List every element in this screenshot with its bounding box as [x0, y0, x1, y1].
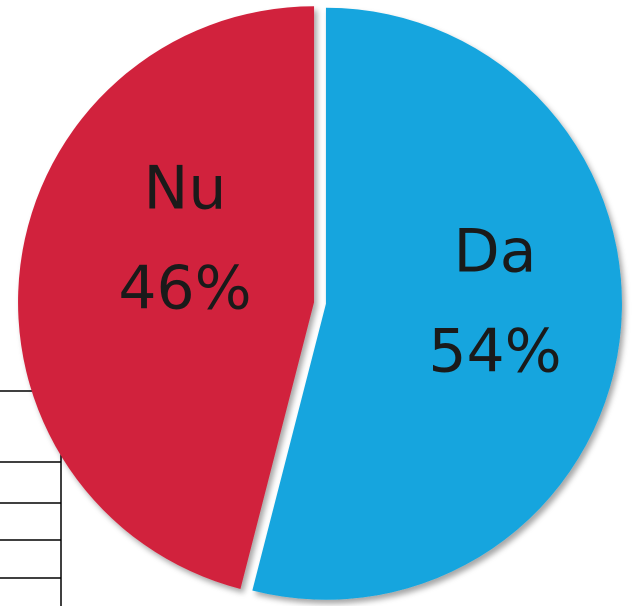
pie-slice — [18, 6, 315, 589]
value-label: 46% — [118, 254, 251, 324]
category-label: Nu — [144, 154, 227, 224]
category-label: Da — [454, 217, 537, 287]
labels: Da 54% Nu 46% — [118, 154, 561, 387]
pie-slice — [252, 7, 622, 600]
value-label: 54% — [428, 317, 561, 387]
pie — [18, 6, 622, 600]
